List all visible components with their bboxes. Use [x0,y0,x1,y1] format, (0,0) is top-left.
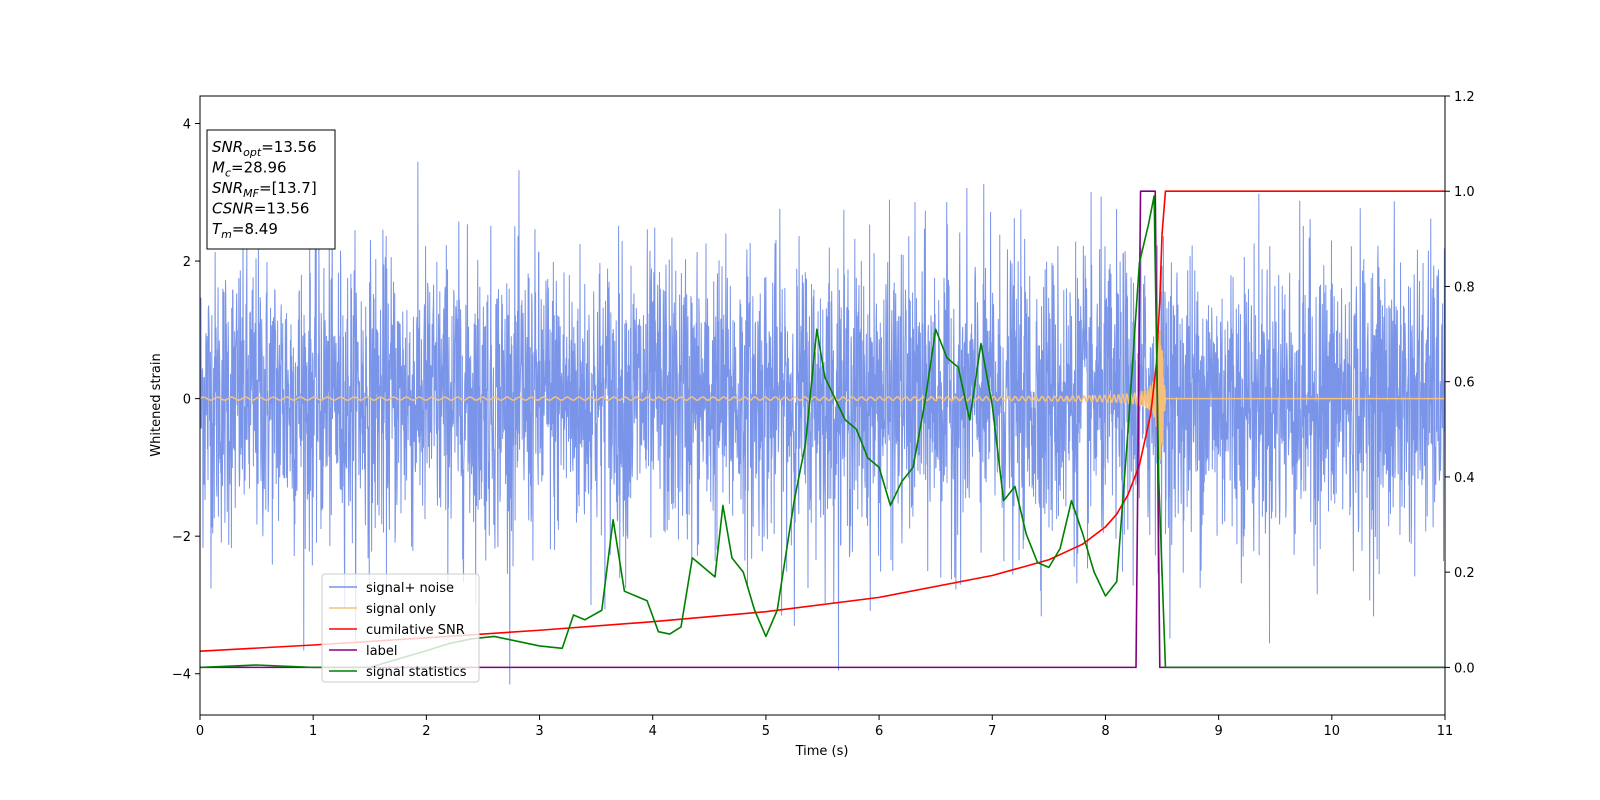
plot-area [200,161,1445,685]
y2-tick-label: 0.6 [1454,376,1475,391]
info-line: SNRMF=[13.7] [212,179,317,200]
x-tick-label: 1 [309,724,317,739]
legend: signal+ noise signal only cumilative SNR la… [321,573,480,683]
x-axis: 0 1 2 3 4 5 6 7 8 9 10 11 [196,715,1453,739]
info-line: CSNR=13.56 [212,200,309,218]
legend-label-label: label [366,644,397,659]
y-tick-label: 0 [183,393,191,408]
x-tick-label: 4 [649,724,657,739]
x-tick-label: 8 [1101,724,1109,739]
y-tick-label: −2 [172,530,191,545]
x-tick-label: 11 [1437,724,1454,739]
y2-tick-label: 0.0 [1454,661,1475,676]
axes-frame [199,95,1446,716]
legend-label-cumilative-snr: cumilative SNR [366,623,465,638]
legend-frame [321,573,480,683]
y-tick-label: 2 [183,255,191,270]
signal-only-line [200,330,1445,461]
x-tick-label: 0 [196,724,204,739]
signal-statistics-line [200,195,1445,669]
legend-label-signal-noise: signal+ noise [366,581,454,596]
x-tick-label: 7 [988,724,996,739]
info-line: SNRopt=13.56 [212,138,317,159]
y-axis-right: 0.0 0.2 0.4 0.6 0.8 1.0 1.2 [1445,90,1475,676]
x-tick-label: 3 [535,724,543,739]
x-tick-label: 5 [762,724,770,739]
y-axis-label: Whitened strain [149,353,164,456]
info-line: Tm=8.49 [212,220,278,241]
y-tick-label: 4 [183,118,191,133]
cumilative-snr-line [200,190,1445,652]
x-tick-label: 9 [1214,724,1222,739]
y2-tick-label: 1.0 [1454,185,1475,200]
info-line: Mc=28.96 [212,159,287,180]
legend-label-signal-only: signal only [366,602,436,617]
y2-tick-label: 0.8 [1454,280,1475,295]
x-tick-label: 2 [422,724,430,739]
x-tick-label: 6 [875,724,883,739]
y2-tick-label: 0.4 [1454,471,1475,486]
info-box-frame [206,129,336,250]
x-tick-label: 10 [1324,724,1341,739]
y2-tick-label: 0.2 [1454,566,1475,581]
info-box: SNRopt=13.56Mc=28.96SNRMF=[13.7]CSNR=13.… [206,129,336,250]
y2-tick-label: 1.2 [1454,90,1475,105]
legend-label-signal-statistics: signal statistics [366,665,467,680]
x-axis-label: Time (s) [795,744,849,759]
y-tick-label: −4 [172,668,191,683]
y-axis-left: −4 −2 0 2 4 [172,118,200,683]
signal-noise-line [200,161,1445,685]
